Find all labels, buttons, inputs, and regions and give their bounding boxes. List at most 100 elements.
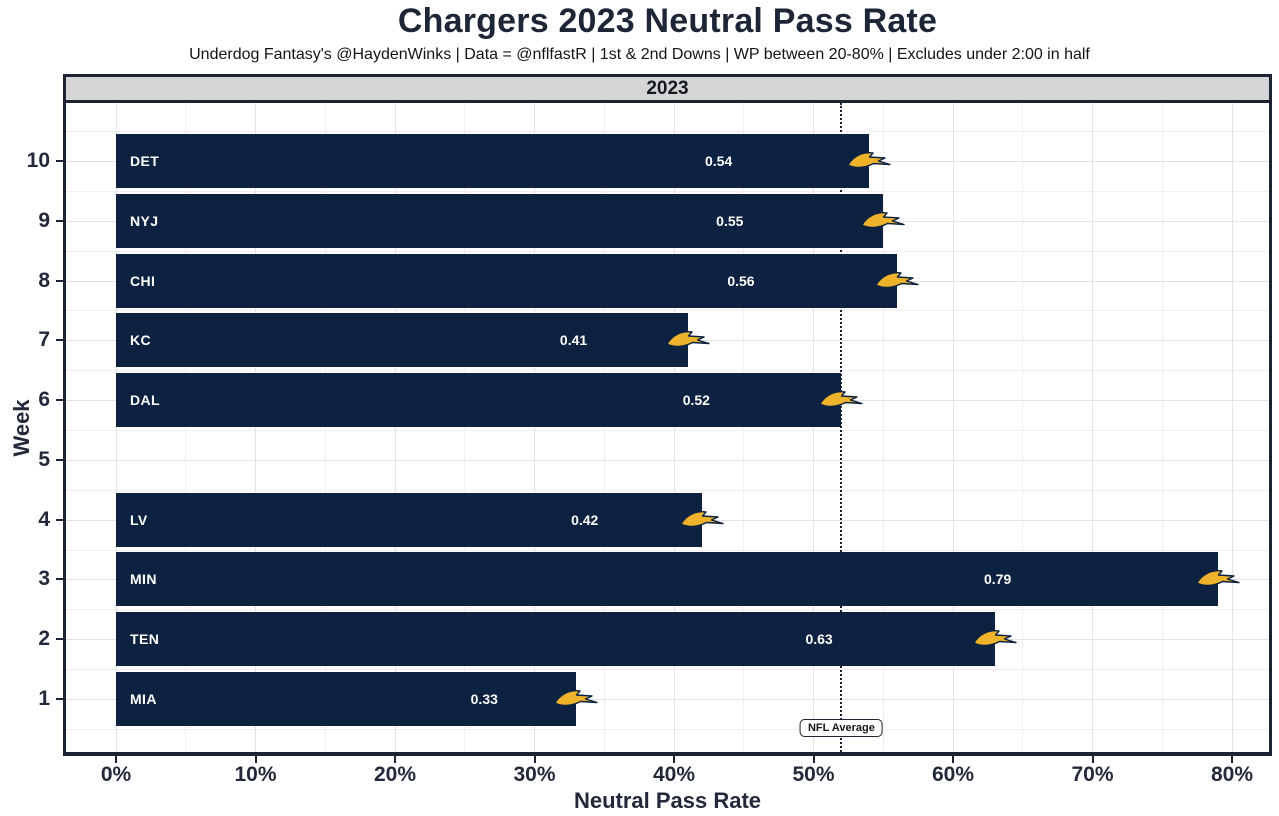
gridline-minor-v <box>1022 103 1024 752</box>
chargers-bolt-icon <box>973 630 1017 647</box>
bar-opponent-label: MIN <box>130 571 157 588</box>
gridline-minor-v <box>324 103 326 752</box>
bar-opponent-label: NYJ <box>130 212 159 229</box>
chargers-bolt <box>554 687 599 711</box>
chargers-bolt <box>819 388 864 412</box>
bar-value-label: 0.55 <box>716 212 744 229</box>
x-axis-tick <box>115 756 117 763</box>
y-axis-tick-label: 2 <box>38 627 50 651</box>
x-axis-tick <box>254 756 257 763</box>
gridline-major-v <box>952 103 954 752</box>
gridline-minor-h <box>66 549 1269 551</box>
bar-value-label: 0.41 <box>559 332 588 349</box>
chargers-bolt-icon <box>666 331 710 348</box>
x-axis-tick-label: 60% <box>931 763 975 786</box>
chargers-bolt <box>680 508 724 532</box>
y-axis-tick <box>56 399 63 402</box>
bar-week-4: LV 0.42 <box>116 492 724 547</box>
gridline-minor-v <box>603 103 605 752</box>
chargers-bolt <box>1196 567 1240 591</box>
x-axis-tick <box>1231 756 1233 763</box>
y-axis-tick <box>56 698 63 701</box>
chargers-bolt-icon <box>847 152 891 169</box>
panel-border-bottom <box>63 752 1272 756</box>
bar-value-label: 0.63 <box>805 631 833 648</box>
gridline-minor-h <box>66 370 1269 372</box>
chargers-bolt-icon <box>861 211 905 228</box>
x-axis-tick <box>952 756 954 763</box>
facet-strip-label: 2023 <box>646 77 689 99</box>
chargers-bolt <box>973 627 1017 651</box>
gridline-major-v <box>1231 103 1233 752</box>
bar-value-label: 0.79 <box>984 571 1012 588</box>
gridline-minor-h <box>66 489 1269 491</box>
bar-opponent-label: CHI <box>130 272 156 289</box>
y-axis-tick <box>56 458 63 461</box>
bar-value-label: 0.56 <box>727 272 755 289</box>
chargers-bolt-icon <box>554 690 599 707</box>
gridline-minor-h <box>66 669 1269 671</box>
bar-opponent-label: DAL <box>130 392 160 409</box>
chargers-bolt-icon <box>1196 570 1240 587</box>
bar-opponent-label: MIA <box>130 691 157 708</box>
y-axis-tick-label: 8 <box>38 268 50 292</box>
bar-opponent-label: DET <box>130 153 160 169</box>
gridline-minor-h <box>66 728 1269 730</box>
chargers-bolt-icon <box>680 510 724 527</box>
y-axis-tick <box>56 518 63 521</box>
bar-week-8: CHI 0.56 <box>116 253 919 308</box>
x-axis-tick <box>533 756 536 763</box>
y-axis-tick-label: 5 <box>38 447 50 471</box>
chart-title: Chargers 2023 Neutral Pass Rate <box>397 2 938 40</box>
y-axis-tick-label: 7 <box>38 328 50 352</box>
gridline-minor-h <box>66 131 1269 133</box>
gridline-minor-v <box>1161 103 1163 752</box>
x-axis-title: Neutral Pass Rate <box>573 788 762 813</box>
y-axis-tick-label: 1 <box>38 687 50 711</box>
gridline-major-v <box>534 103 535 752</box>
gridline-major-h <box>66 699 1269 701</box>
gridline-major-v <box>115 103 117 752</box>
y-axis-tick <box>56 638 63 641</box>
bar-week-3: MIN 0.79 <box>116 552 1240 607</box>
gridline-major-v <box>394 103 396 752</box>
y-axis-tick-label: 3 <box>38 567 50 591</box>
chargers-bolt <box>666 328 710 352</box>
chart-subtitle: Underdog Fantasy's @HaydenWinks | Data =… <box>189 46 1090 63</box>
gridline-minor-h <box>66 310 1269 312</box>
x-axis-tick-label: 80% <box>1210 763 1254 786</box>
bar-opponent-label: LV <box>130 511 148 528</box>
chargers-bolt-icon <box>819 391 864 408</box>
panel-border-left <box>63 103 66 756</box>
x-axis-tick-label: 20% <box>373 763 417 786</box>
bar-week-9: NYJ 0.55 <box>116 193 905 248</box>
bar-value-label: 0.54 <box>705 153 733 169</box>
gridline-minor-v <box>882 103 884 752</box>
bar-week-6: DAL 0.52 <box>116 373 864 428</box>
gridline-minor-h <box>66 190 1269 192</box>
chargers-bolt <box>875 269 919 293</box>
y-axis-title: Week <box>9 399 34 457</box>
gridline-minor-v <box>185 103 187 752</box>
x-axis-tick-label: 10% <box>234 763 277 786</box>
x-axis-tick-label: 40% <box>652 763 696 786</box>
x-axis-tick-label: 50% <box>792 763 835 786</box>
gridline-major-v <box>255 103 256 752</box>
y-axis-tick <box>56 339 63 342</box>
x-axis-tick-label: 70% <box>1071 763 1114 786</box>
chargers-bolt <box>847 149 891 173</box>
y-axis-tick <box>56 578 63 581</box>
bar-value-label: 0.42 <box>571 511 599 528</box>
gridline-minor-h <box>66 609 1269 611</box>
bar-week-7: KC 0.41 <box>116 313 710 368</box>
plot-panel: DET 0.54 NYJ 0.55 CHI 0.56 KC 0.41 DAL 0.52 LV 0.42… <box>66 103 1269 752</box>
y-axis-tick-label: 6 <box>38 388 50 412</box>
y-axis-tick-label: 9 <box>38 208 50 232</box>
gridline-minor-h <box>66 430 1269 431</box>
x-axis-tick-label: 30% <box>513 763 556 786</box>
facet-strip: 2023 <box>63 74 1272 103</box>
chargers-bolt-icon <box>875 271 919 288</box>
y-axis-tick <box>56 219 63 222</box>
nfl-average-label: NFL Average <box>799 719 883 737</box>
